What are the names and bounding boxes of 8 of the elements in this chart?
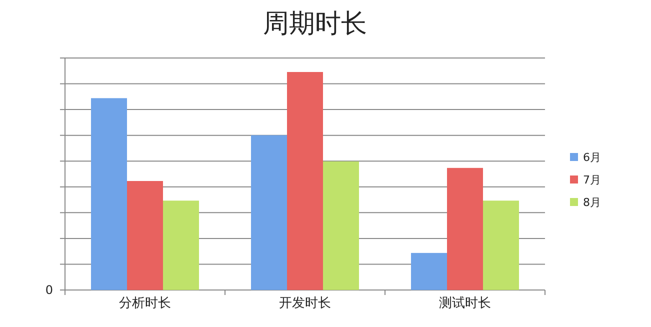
chart-title: 周期时长 <box>263 9 367 39</box>
x-tick-label: 分析时长 <box>119 296 171 311</box>
legend-label: 6月 <box>583 151 601 164</box>
legend-label: 7月 <box>583 174 601 186</box>
x-tick-label: 测试时长 <box>439 296 491 311</box>
text: 0 <box>45 283 53 297</box>
x-tick-label: 开发时长 <box>279 296 331 311</box>
legend-label: 8月 <box>583 196 601 209</box>
